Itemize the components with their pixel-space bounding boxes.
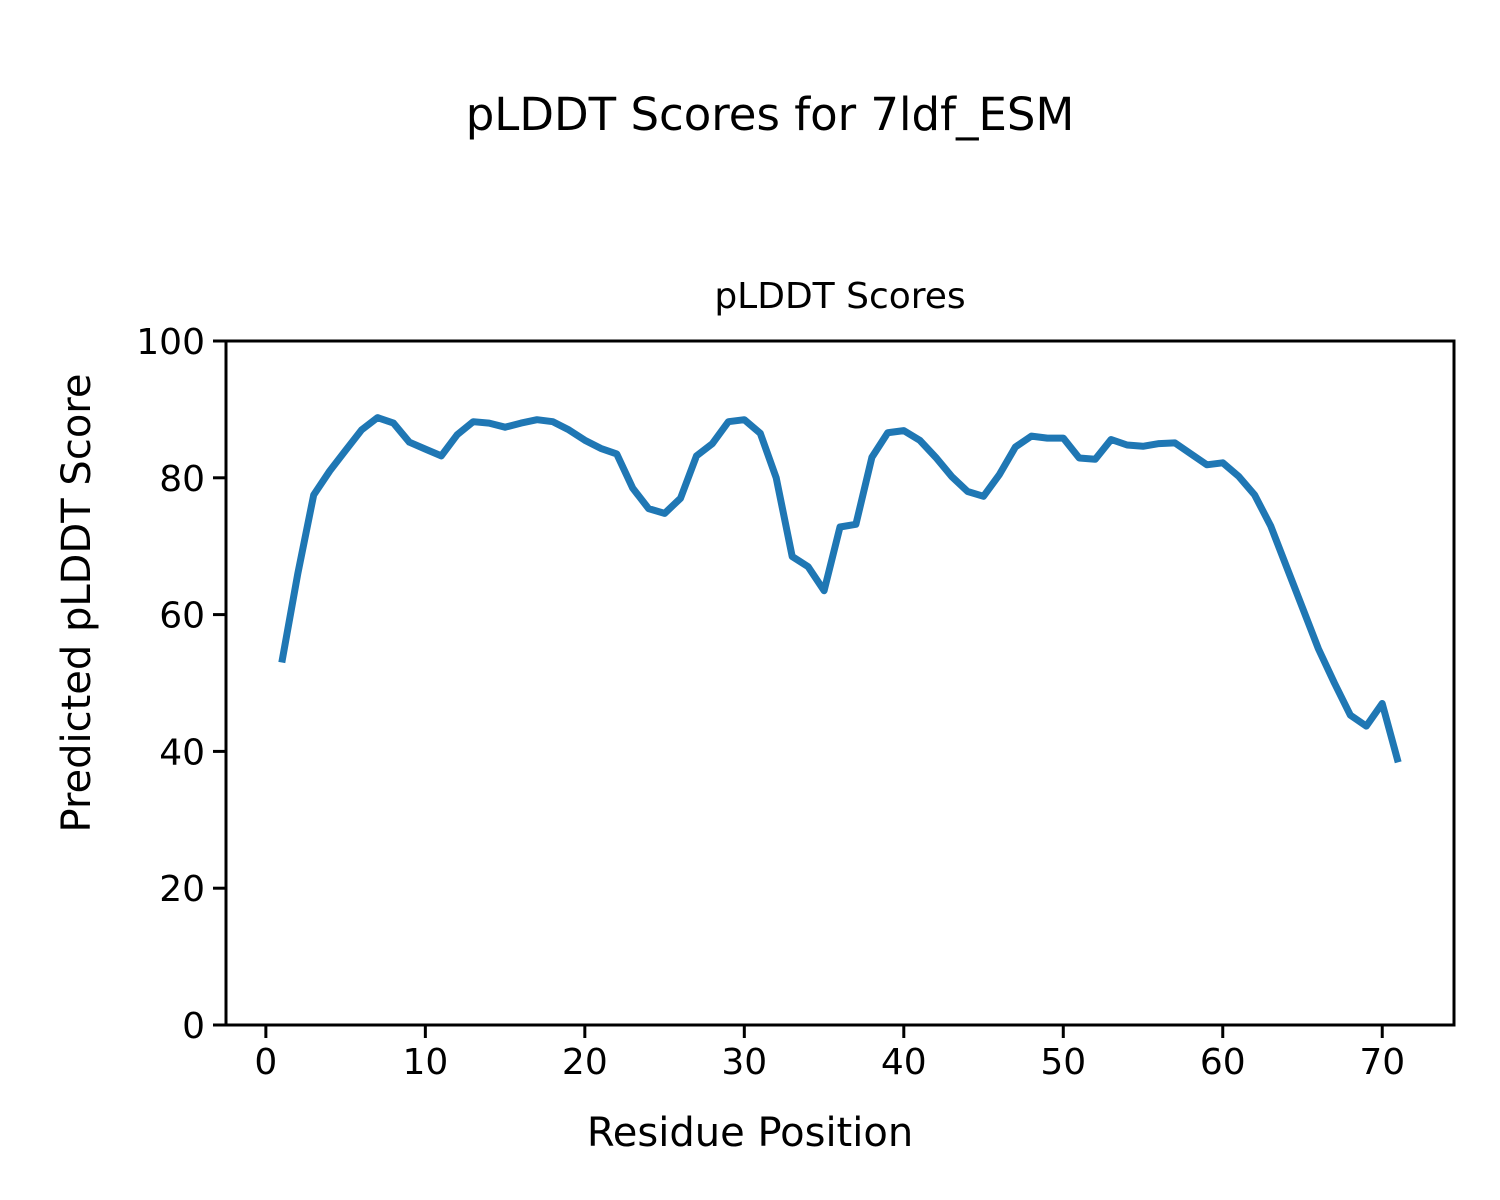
x-tick-label: 40	[881, 1042, 927, 1083]
x-tick-label: 70	[1359, 1042, 1405, 1083]
y-tick-label: 40	[159, 732, 205, 773]
x-tick-label: 0	[254, 1042, 277, 1083]
x-tick-label: 60	[1200, 1042, 1246, 1083]
y-tick-label: 100	[136, 322, 205, 363]
x-tick-label: 10	[402, 1042, 448, 1083]
y-tick-label: 20	[159, 869, 205, 910]
x-tick-label: 50	[1040, 1042, 1086, 1083]
plot-border	[224, 339, 1456, 1027]
x-tick-label: 20	[562, 1042, 608, 1083]
y-tick-label: 60	[159, 596, 205, 637]
y-tick-label: 80	[159, 459, 205, 500]
x-tick-label: 30	[721, 1042, 767, 1083]
figure-suptitle: pLDDT Scores for 7ldf_ESM	[465, 88, 1075, 141]
axes-title: pLDDT Scores	[714, 276, 966, 317]
x-axis-label: Residue Position	[586, 1110, 914, 1156]
y-tick-label: 0	[182, 1006, 205, 1047]
plddt-line	[278, 414, 1402, 764]
